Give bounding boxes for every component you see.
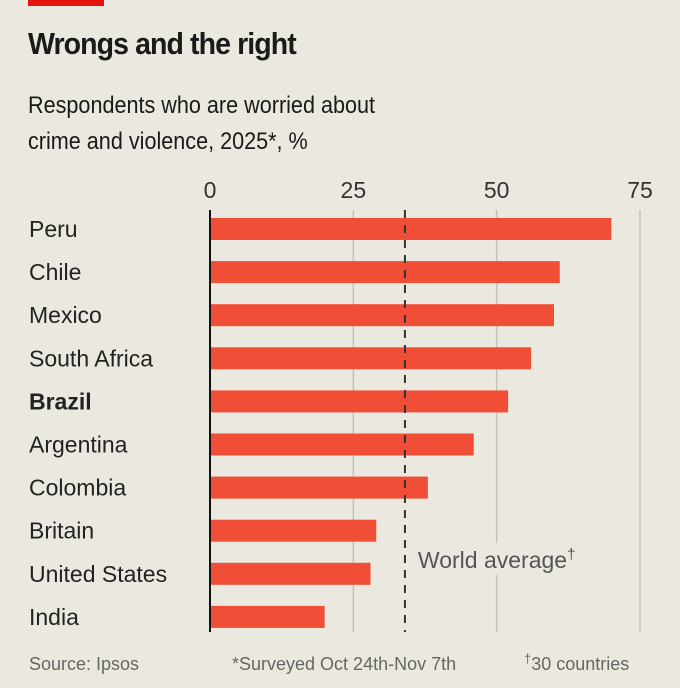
- chart-title: Wrongs and the right: [28, 26, 297, 61]
- x-tick-label: 75: [627, 177, 653, 203]
- category-label: Brazil: [29, 388, 92, 414]
- bar-colombia: [210, 476, 428, 499]
- category-label: Mexico: [29, 302, 102, 328]
- subtitle-line-2: crime and violence, 2025*, %: [28, 128, 308, 155]
- category-label: Argentina: [29, 432, 128, 458]
- category-label: Chile: [29, 259, 81, 285]
- category-label: India: [29, 604, 79, 630]
- dagger-mark: †: [567, 546, 575, 563]
- footnote-countries: †30 countries: [524, 651, 629, 674]
- category-label: Britain: [29, 518, 94, 544]
- source-note: Source: Ipsos: [29, 654, 139, 674]
- bar-britain: [210, 519, 377, 542]
- bar-chile: [210, 261, 560, 284]
- x-tick-label: 50: [484, 177, 510, 203]
- category-label: Colombia: [29, 475, 126, 501]
- subtitle-line-1: Respondents who are worried about: [28, 92, 376, 119]
- world-average-label: World average†: [418, 546, 576, 573]
- bar-india: [210, 605, 325, 628]
- category-label: United States: [29, 561, 167, 587]
- bar-argentina: [210, 433, 474, 456]
- bar-united-states: [210, 562, 371, 585]
- category-label: Peru: [29, 216, 78, 242]
- bar-mexico: [210, 304, 554, 327]
- bar-peru: [210, 218, 612, 240]
- footnote-text: 30 countries: [531, 654, 629, 674]
- footnote-surveyed: *Surveyed Oct 24th-Nov 7th: [232, 654, 456, 674]
- chart-subtitle: Respondents who are worried about crime …: [28, 88, 532, 160]
- bar-brazil: [210, 390, 509, 413]
- bar-south-africa: [210, 347, 532, 370]
- annotation-background: [412, 543, 588, 575]
- category-label: South Africa: [29, 345, 153, 371]
- dagger-mark: †: [524, 651, 531, 666]
- brand-red-bar: [28, 0, 104, 6]
- x-tick-label: 0: [204, 177, 217, 203]
- x-tick-label: 25: [341, 177, 367, 203]
